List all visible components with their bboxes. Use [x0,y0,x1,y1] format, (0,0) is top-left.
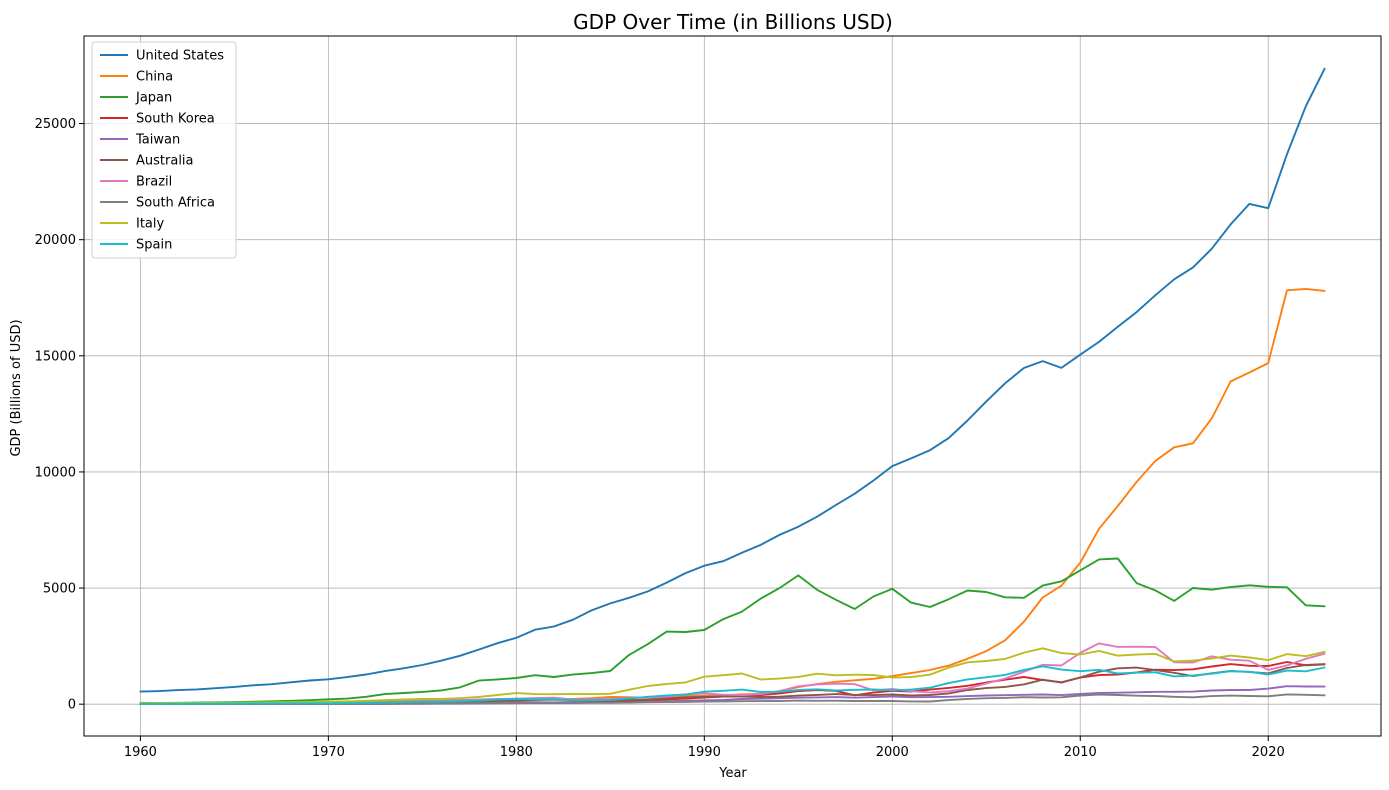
legend-label: South Africa [136,196,215,211]
series-line-united-states [139,67,1326,693]
x-axis-title: Year [718,766,747,781]
series-line-china [139,287,1326,705]
axis-ticks: 1960 1970 1980 1990 2000 2010 2020 0 5000 10000 15… [35,117,1285,760]
series-lines [139,67,1326,706]
x-tick-label: 1990 [688,745,721,760]
x-tick-label: 2000 [876,745,909,760]
legend-label: United States [136,49,224,64]
series-line-italy [139,647,1326,705]
legend-label: China [136,70,173,85]
x-tick-label: 2010 [1064,745,1097,760]
y-tick-label: 15000 [35,349,76,364]
series-line-japan [139,557,1326,705]
y-tick-label: 20000 [35,233,76,248]
y-axis-title: GDP (Billions of USD) [9,319,24,456]
grid [84,36,1381,736]
y-tick-label: 10000 [35,465,76,480]
x-tick-label: 1970 [312,745,345,760]
x-tick-label: 2020 [1252,745,1285,760]
x-tick-label: 1980 [500,745,533,760]
legend-label: South Korea [136,112,215,127]
chart-title: GDP Over Time (in Billions USD) [573,10,893,34]
legend: United States China Japan South Korea Taiwan… [91,41,237,259]
legend-label: Spain [136,238,172,253]
y-tick-label: 5000 [43,582,76,597]
series-line-spain [139,665,1326,705]
legend-label: Italy [136,217,165,232]
legend-label: Brazil [136,175,172,190]
y-tick-label: 0 [68,698,76,713]
axes-frame [83,35,1382,737]
legend-label: Japan [135,91,172,106]
legend-label: Australia [136,154,194,169]
legend-label: Taiwan [135,133,180,148]
x-tick-label: 1960 [124,745,157,760]
y-tick-label: 25000 [35,117,76,132]
